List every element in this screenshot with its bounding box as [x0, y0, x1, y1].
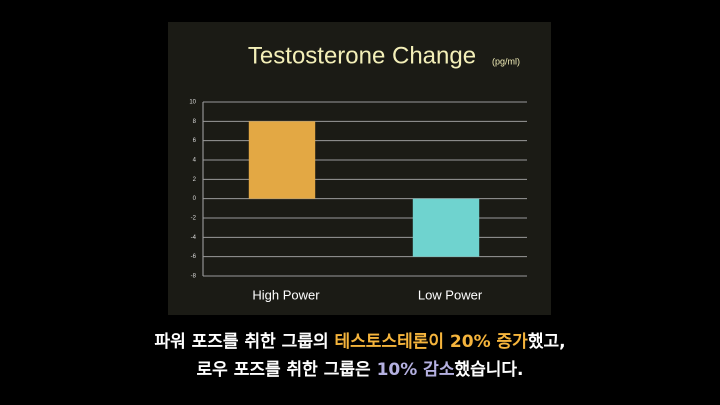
subtitle-segment: 테스토스테론이 20% 증가 — [334, 332, 528, 352]
x-tick-label: High Power — [252, 287, 320, 302]
subtitle-segment: 10% 감소 — [376, 360, 455, 380]
y-tick-label: 10 — [189, 100, 196, 106]
y-tick-label: -6 — [191, 254, 197, 260]
y-tick-label: 8 — [193, 119, 197, 125]
subtitle-line: 로우 포즈를 취한 그룹은 10% 감소했습니다. — [0, 355, 720, 380]
slide-background — [168, 22, 551, 315]
bar — [412, 198, 480, 257]
y-tick-label: 2 — [193, 177, 197, 183]
y-tick-label: -2 — [191, 216, 197, 222]
subtitle-segment: 했습니다. — [454, 360, 524, 380]
unit-label: (pg/ml) — [492, 56, 520, 66]
bar — [248, 121, 316, 199]
x-tick-label: Low Power — [418, 287, 483, 302]
y-tick-label: 4 — [193, 158, 197, 164]
subtitle-line: 파워 포즈를 취한 그룹의 테스토스테론이 20% 증가했고, — [0, 327, 720, 352]
chart-title: Testosterone Change — [248, 42, 476, 69]
subtitle-segment: 로우 포즈를 취한 그룹은 — [196, 360, 377, 380]
subtitle-segment: 했고, — [527, 332, 566, 352]
y-tick-label: -4 — [191, 235, 197, 241]
y-tick-label: -8 — [191, 274, 197, 280]
subtitle-segment: 파워 포즈를 취한 그룹의 — [154, 332, 335, 352]
y-tick-label: 0 — [193, 196, 197, 202]
y-tick-label: 6 — [193, 138, 197, 144]
